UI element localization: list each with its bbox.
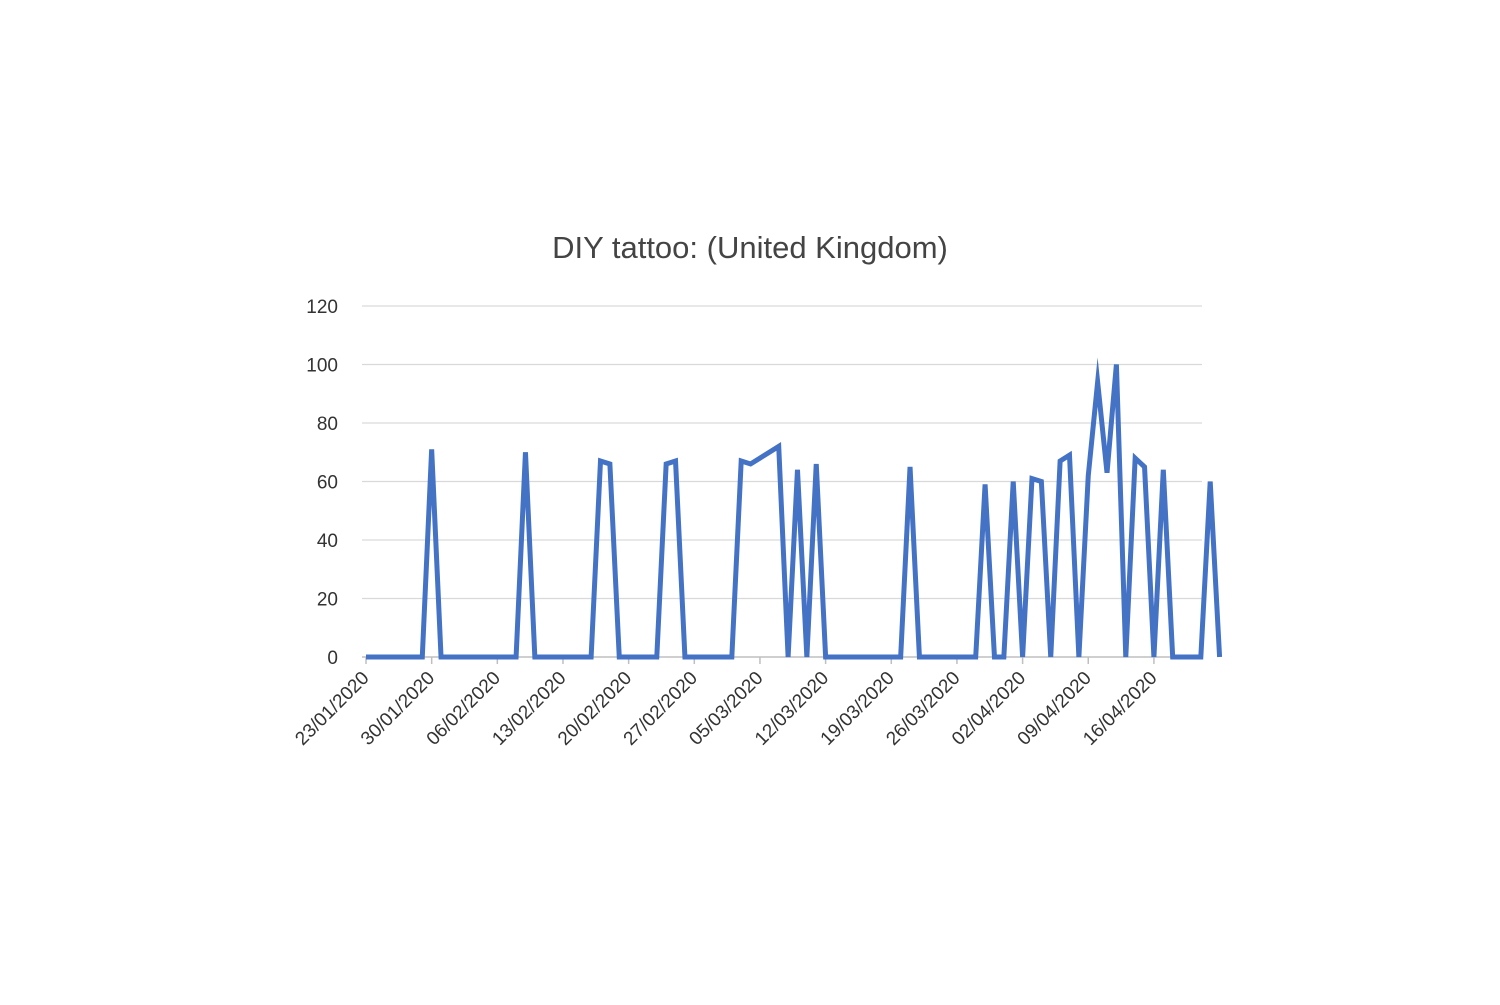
y-tick-label: 80 <box>317 414 338 435</box>
y-tick-label: 120 <box>306 297 338 318</box>
y-axis-tick-labels: 0 20 40 60 80 100 120 <box>306 297 338 669</box>
y-tick-label: 20 <box>317 590 338 611</box>
series-layer <box>366 357 1223 660</box>
y-tick-label: 0 <box>327 648 338 669</box>
y-tick-label: 100 <box>306 356 338 377</box>
y-tick-label: 60 <box>317 473 338 494</box>
series-line <box>366 357 1223 660</box>
y-tick-label: 40 <box>317 531 338 552</box>
x-axis-tick-labels: 23/01/202030/01/202006/02/202013/02/2020… <box>291 668 1161 750</box>
chart-title: DIY tattoo: (United Kingdom) <box>552 230 948 265</box>
